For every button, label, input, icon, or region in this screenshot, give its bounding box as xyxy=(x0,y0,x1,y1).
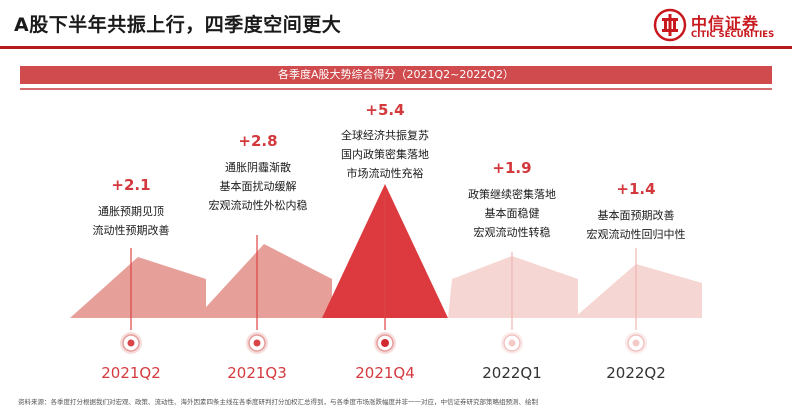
desc-2022q1: 政策继续密集落地 基本面稳健 宏观流动性转稳 xyxy=(468,185,556,242)
logo-english-name: CITIC SECURITIES xyxy=(691,30,775,40)
quarter-label-2021q2: 2021Q2 xyxy=(101,364,161,382)
desc-line: 基本面稳健 xyxy=(484,207,540,220)
desc-line: 宏观流动性转稳 xyxy=(473,226,551,239)
mountain-2021q3 xyxy=(196,244,332,318)
desc-2021q3: 通胀阴霾渐散 基本面扰动缓解 宏观流动性外松内稳 xyxy=(209,158,308,215)
score-2021q2: +2.1 xyxy=(111,176,151,194)
desc-line: 市场流动性充裕 xyxy=(346,167,424,180)
desc-line: 通胀阴霾渐散 xyxy=(225,161,291,174)
desc-line: 全球经济共振复苏 xyxy=(341,129,429,142)
chart-banner: 各季度A股大势综合得分（2021Q2~2022Q2） xyxy=(20,66,772,84)
marker-2021q4 xyxy=(374,332,396,354)
marker-2022q2 xyxy=(625,332,647,354)
desc-2021q4: 全球经济共振复苏 国内政策密集落地 市场流动性充裕 xyxy=(341,126,429,183)
quarter-label-2022q1: 2022Q1 xyxy=(482,364,542,382)
marker-2021q3 xyxy=(246,332,268,354)
desc-line: 流动性预期改善 xyxy=(92,224,170,237)
desc-line: 宏观流动性外松内稳 xyxy=(208,199,308,212)
mountain-2022q1 xyxy=(448,256,578,318)
desc-line: 国内政策密集落地 xyxy=(341,148,429,161)
desc-line: 基本面预期改善 xyxy=(597,209,675,222)
marker-2022q1 xyxy=(501,332,523,354)
quarter-label-2021q4: 2021Q4 xyxy=(355,364,415,382)
mountain-2022q2 xyxy=(574,264,702,318)
logo-chinese-name: 中信证券 xyxy=(691,14,760,33)
desc-line: 基本面扰动缓解 xyxy=(219,180,297,193)
banner-divider xyxy=(20,88,772,90)
desc-2021q2: 通胀预期见顶 流动性预期改善 xyxy=(93,202,170,240)
quarter-label-2021q3: 2021Q3 xyxy=(227,364,287,382)
score-2022q1: +1.9 xyxy=(492,159,532,177)
score-2021q4: +5.4 xyxy=(365,101,405,119)
score-2022q2: +1.4 xyxy=(616,180,656,198)
citic-logo: 中信证券 CITIC SECURITIES xyxy=(653,8,783,44)
source-footnote: 资料来源：各季度打分根据我们对宏观、政策、流动性、海外因素四条主线在各季度研判打… xyxy=(18,398,538,406)
marker-2021q2 xyxy=(120,332,142,354)
desc-line: 通胀预期见顶 xyxy=(98,205,164,218)
page-title: A股下半年共振上行，四季度空间更大 xyxy=(14,14,342,36)
quarter-label-2022q2: 2022Q2 xyxy=(606,364,666,382)
desc-2022q2: 基本面预期改善 宏观流动性回归中性 xyxy=(587,206,686,244)
mountain-2021q2 xyxy=(70,257,206,318)
desc-line: 政策继续密集落地 xyxy=(468,188,556,201)
score-2021q3: +2.8 xyxy=(238,132,278,150)
citic-emblem-icon xyxy=(653,8,687,42)
desc-line: 宏观流动性回归中性 xyxy=(586,228,686,241)
header-divider xyxy=(0,46,792,49)
